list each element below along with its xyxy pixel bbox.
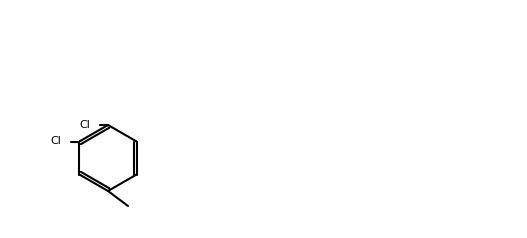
- Text: Cl: Cl: [79, 120, 90, 130]
- Text: Cl: Cl: [51, 137, 62, 147]
